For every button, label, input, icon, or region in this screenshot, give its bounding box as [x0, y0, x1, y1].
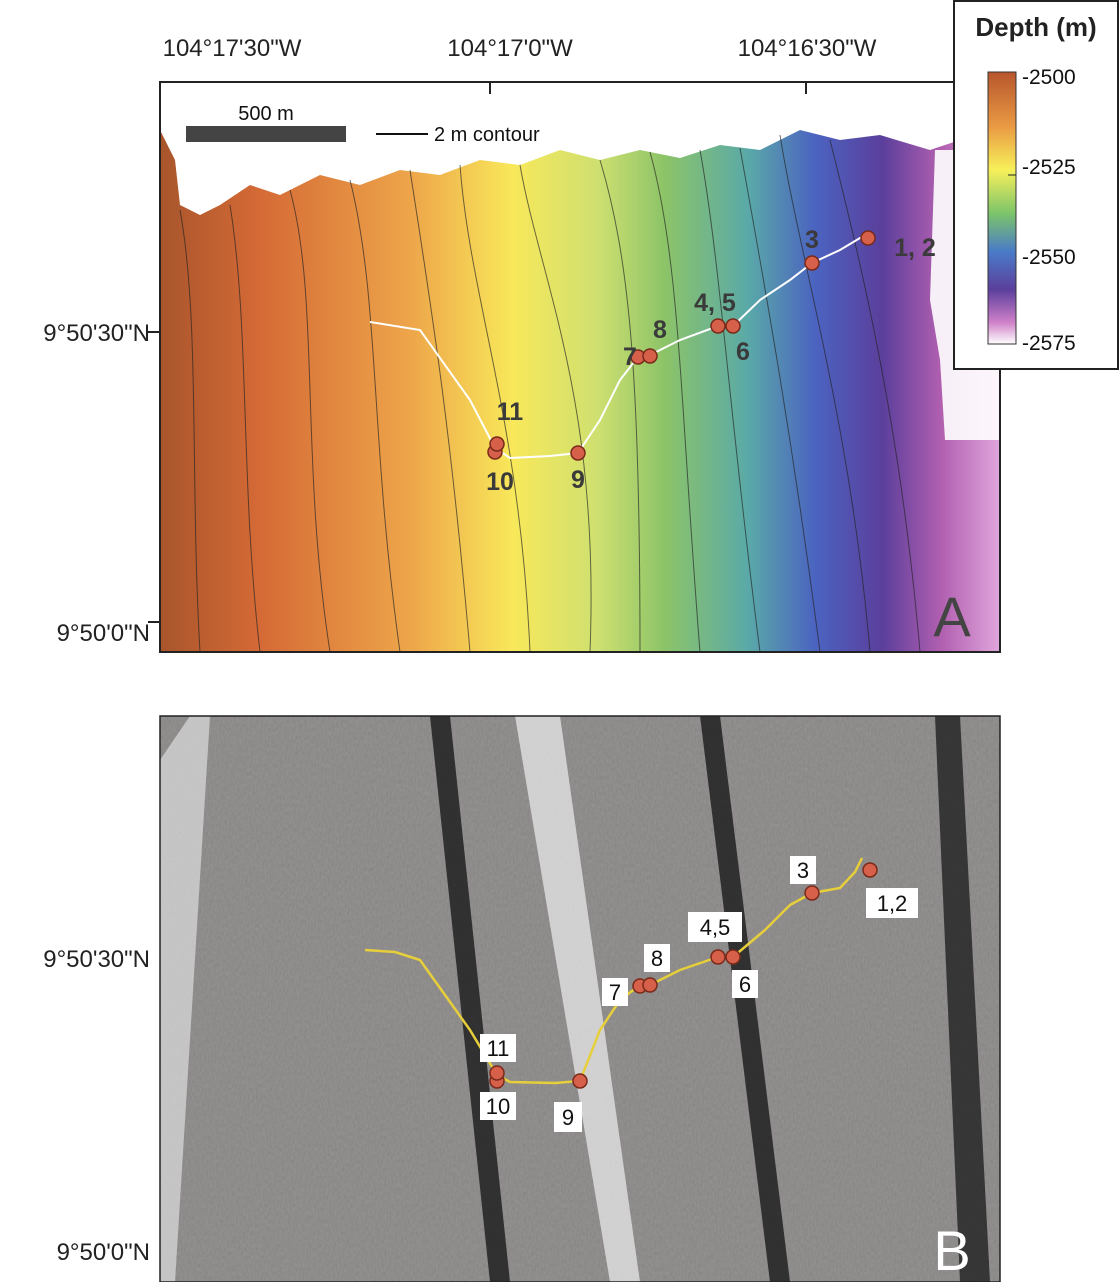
latitude-label: 9°50'30"N [43, 946, 150, 973]
station-label: 1, 2 [894, 234, 936, 262]
station-marker [726, 319, 740, 333]
station-label: 6 [739, 972, 751, 997]
colorbar-ramp [988, 72, 1016, 344]
station-label: 6 [736, 338, 750, 366]
station-label: 8 [651, 946, 663, 971]
latitude-label: 9°50'0"N [57, 1239, 150, 1266]
station-marker [726, 950, 740, 964]
panel-letter: B [933, 1219, 970, 1282]
longitude-label: 104°17'30"W [163, 35, 302, 62]
station-label: 3 [797, 858, 809, 883]
station-marker [643, 349, 657, 363]
station-marker [643, 978, 657, 992]
contour-legend-label: 2 m contour [434, 124, 540, 146]
station-label: 9 [571, 466, 585, 494]
station-label: 7 [623, 343, 637, 371]
scale-bar [186, 126, 346, 142]
latitude-label: 9°50'0"N [57, 620, 150, 647]
bathymetry-map [160, 82, 1000, 652]
colorbar-box [954, 1, 1118, 369]
colorbar-tick-label: -2525 [1022, 156, 1076, 179]
station-marker [490, 1066, 504, 1080]
station-tag: 8 [644, 944, 670, 972]
station-marker [863, 863, 877, 877]
station-marker [490, 437, 504, 451]
station-label: 8 [653, 316, 667, 344]
latitude-label: 9°50'30"N [43, 320, 150, 347]
longitude-label: 104°16'30"W [738, 35, 877, 62]
station-marker [573, 1074, 587, 1088]
station-tag: 6 [732, 970, 758, 998]
station-marker [711, 950, 725, 964]
station-tag: 4,5 [688, 912, 742, 942]
colorbar-tick-label: -2500 [1022, 66, 1076, 89]
panel-letter: A [933, 585, 971, 648]
station-tag: 10 [480, 1092, 516, 1120]
colorbar-tick-label: -2550 [1022, 246, 1076, 269]
station-marker [571, 446, 585, 460]
station-label: 4,5 [700, 915, 731, 940]
station-label: 9 [562, 1105, 574, 1130]
station-marker [805, 886, 819, 900]
station-tag: 9 [554, 1102, 582, 1132]
scale-bar-label: 500 m [238, 103, 294, 125]
station-label: 11 [487, 1036, 510, 1061]
colorbar-title: Depth (m) [975, 12, 1096, 42]
station-marker [711, 319, 725, 333]
station-label: 11 [497, 398, 524, 426]
sonar-map [160, 716, 1000, 1282]
station-label: 7 [609, 980, 621, 1005]
station-label: 10 [486, 468, 514, 496]
station-tag: 7 [602, 978, 628, 1006]
station-tag: 1,2 [866, 888, 918, 918]
station-marker [805, 256, 819, 270]
colorbar-tick-label: -2575 [1022, 332, 1076, 355]
station-label: 4, 5 [694, 289, 736, 317]
station-tag: 3 [790, 856, 816, 884]
longitude-label: 104°17'0"W [447, 35, 573, 62]
figure: 104°17'30"W 104°17'0"W 104°16'30"W 9°50'… [0, 0, 1120, 1282]
station-label: 10 [486, 1094, 510, 1119]
station-label: 3 [805, 226, 819, 254]
station-marker [861, 231, 875, 245]
station-tag: 11 [480, 1034, 516, 1062]
station-label: 1,2 [877, 891, 908, 916]
